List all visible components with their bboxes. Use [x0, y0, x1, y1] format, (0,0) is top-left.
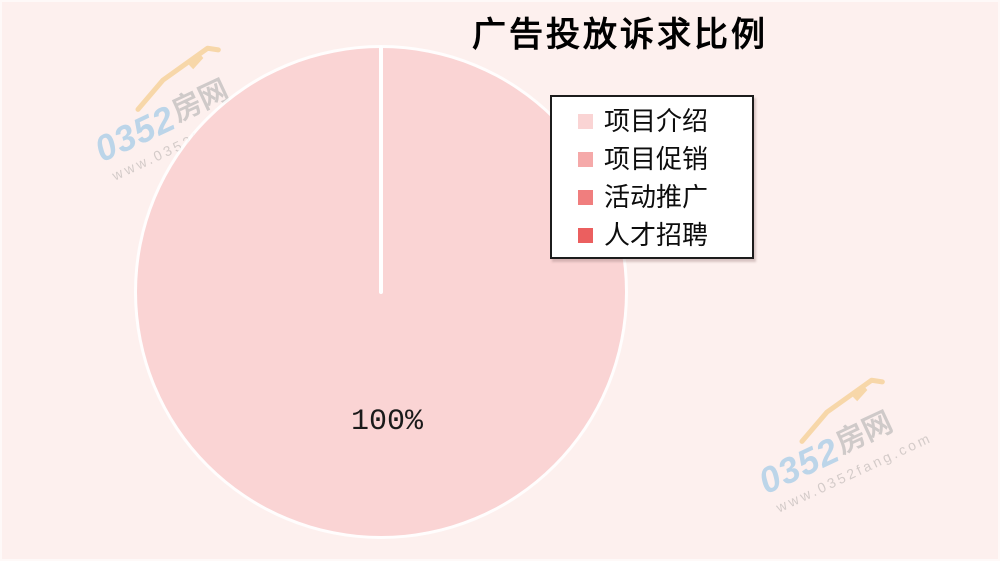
legend-item-label: 活动推广 — [604, 182, 709, 212]
roof-line — [799, 377, 885, 444]
legend-item-label: 项目促销 — [604, 144, 709, 174]
legend-item-label: 人才招聘 — [604, 220, 709, 250]
legend-item-0: 项目介绍 — [578, 102, 752, 140]
roof-line — [135, 45, 221, 112]
chimney-shape — [188, 52, 204, 70]
legend-swatch-icon — [578, 151, 593, 167]
chart-legend: 项目介绍 项目促销 活动推广 人才招聘 — [550, 95, 754, 259]
legend-swatch-icon — [578, 227, 593, 243]
legend-swatch-icon — [578, 113, 593, 129]
legend-item-3: 人才招聘 — [578, 216, 752, 254]
house-roof-icon — [135, 45, 221, 112]
pie-slice-divider — [379, 46, 383, 294]
legend-swatch-icon — [578, 189, 593, 205]
pie-data-label: 100% — [351, 405, 424, 439]
watermark-logo-bottom-right: 0352房网 www.0352fang.com — [739, 348, 967, 517]
house-roof-icon — [799, 377, 885, 444]
watermark-logo-top-left: 0352房网 www.0352fang.com — [75, 16, 303, 185]
legend-item-label: 项目介绍 — [604, 106, 709, 136]
chimney-shape — [852, 384, 868, 402]
chart-title: 广告投放诉求比例 — [472, 16, 768, 54]
legend-item-2: 活动推广 — [578, 178, 752, 216]
legend-item-1: 项目促销 — [578, 140, 752, 178]
